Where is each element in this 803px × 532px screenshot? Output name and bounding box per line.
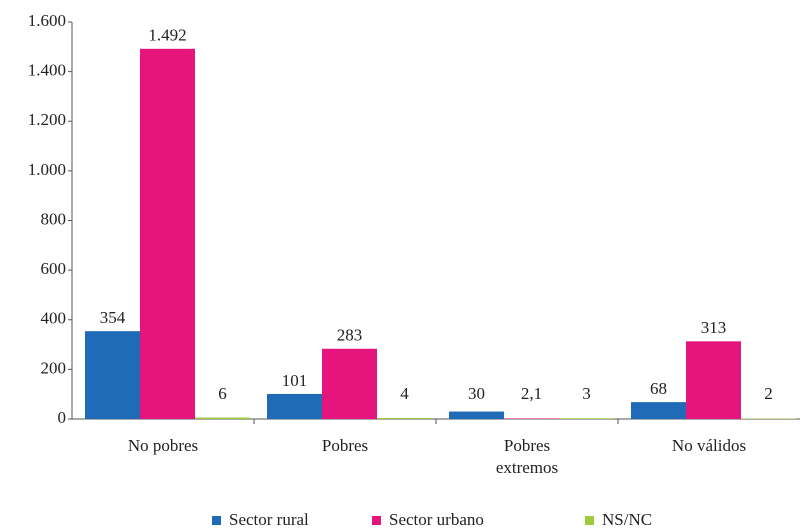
- x-tick-label: Pobres extremos: [496, 436, 558, 477]
- value-label: 3: [582, 384, 591, 403]
- bar: [504, 418, 559, 419]
- value-label: 2: [764, 384, 773, 403]
- value-label: 68: [650, 379, 667, 398]
- y-tick-label: 400: [41, 309, 67, 328]
- bar: [267, 393, 322, 419]
- bar: [686, 341, 741, 419]
- value-label: 283: [337, 326, 363, 345]
- value-label: 4: [400, 384, 409, 403]
- y-tick-label: 1.400: [28, 61, 66, 80]
- y-tick-label: 800: [41, 209, 67, 228]
- value-label: 1.492: [148, 26, 186, 45]
- value-label: 313: [701, 318, 727, 337]
- bar: [140, 48, 195, 420]
- bar: [559, 418, 614, 419]
- value-label: 354: [100, 308, 126, 327]
- value-label: 2,1: [521, 384, 542, 403]
- bar: [322, 348, 377, 419]
- legend-label: Sector urbano: [389, 510, 484, 529]
- bar: [449, 411, 504, 419]
- bar: [377, 418, 432, 419]
- x-tick-label: Pobres: [322, 436, 368, 455]
- bar: [85, 331, 140, 419]
- legend-swatch: [372, 516, 381, 525]
- y-tick-label: 0: [58, 408, 67, 427]
- x-tick-label: No válidos: [672, 436, 746, 455]
- value-label: 30: [468, 384, 485, 403]
- y-tick-label: 600: [41, 259, 67, 278]
- y-tick-label: 1.200: [28, 110, 66, 129]
- y-tick-label: 200: [41, 358, 67, 377]
- value-label: 6: [218, 384, 227, 403]
- bar: [195, 417, 250, 419]
- legend-label: NS/NC: [602, 510, 652, 529]
- legend-label: Sector rural: [229, 510, 309, 529]
- bar: [631, 402, 686, 419]
- legend-swatch: [212, 516, 221, 525]
- y-tick-label: 1.000: [28, 160, 66, 179]
- value-label: 101: [282, 371, 308, 390]
- legend-swatch: [585, 516, 594, 525]
- y-tick-label: 1.600: [28, 11, 66, 30]
- x-tick-label: No pobres: [128, 436, 198, 455]
